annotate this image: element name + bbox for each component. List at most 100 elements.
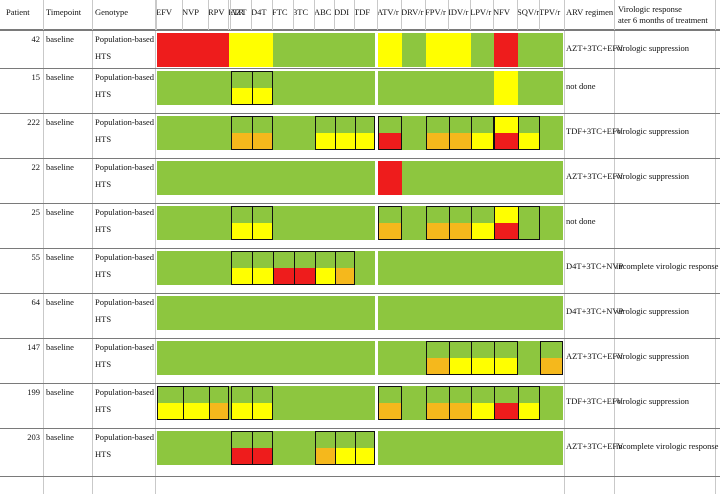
header-drug-abc: ABC <box>314 7 332 17</box>
resistance-cell-hts-idv-r <box>449 88 471 105</box>
resistance-cell-population-tdf <box>355 116 375 133</box>
arv-regimen: D4T+3TC+NVP <box>566 261 624 271</box>
resistance-cell-hts-lpv-r <box>471 133 494 150</box>
resistance-cell-population-fpv-r <box>426 431 449 448</box>
resistance-cell-population-nvp <box>183 431 209 448</box>
mutation-box-divider <box>251 71 253 105</box>
resistance-cell-hts-sqv-r <box>518 268 540 285</box>
virologic-response: virologic suppression <box>616 306 689 316</box>
resistance-cell-hts-lpv-r <box>471 223 494 240</box>
resistance-cell-population-lpv-r <box>471 296 494 313</box>
mutation-box-divider <box>448 206 450 240</box>
resistance-cell-hts-d4t <box>252 358 273 375</box>
resistance-cell-population-nvp <box>183 116 209 133</box>
class-gutter <box>375 296 378 330</box>
arv-regimen: AZT+3TC+EFV <box>566 43 624 53</box>
resistance-cell-population-ftc <box>273 386 294 403</box>
resistance-cell-population-efv <box>157 431 183 448</box>
mutation-box <box>378 206 402 240</box>
resistance-cell-population-tpv-r <box>540 431 563 448</box>
resistance-cell-population-efv <box>157 251 183 268</box>
resistance-cell-population-nfv <box>494 431 518 448</box>
resistance-cell-population-lpv-r <box>471 251 494 268</box>
resistance-cell-population-drv-r <box>402 251 426 268</box>
resistance-cell-hts-d4t <box>252 448 273 465</box>
resistance-cell-hts-lpv-r <box>471 268 494 285</box>
resistance-cell-population-rpv <box>209 341 229 358</box>
mutation-box-divider <box>334 431 336 465</box>
resistance-cell-hts-atv-r <box>378 178 402 195</box>
resistance-cell-hts-nfv <box>494 223 518 240</box>
header-drug-idv-r: IDV/r <box>448 7 469 17</box>
resistance-cell-azt <box>231 33 252 67</box>
resistance-cell-hts-3tc <box>294 178 315 195</box>
genotype-population: Population-based <box>95 162 155 172</box>
resistance-cell-population-rpv <box>209 386 229 403</box>
resistance-cell-hts-abc <box>315 133 335 150</box>
resistance-cell-hts-atv-r <box>378 448 402 465</box>
resistance-cell-hts-tpv-r <box>540 223 563 240</box>
mutation-box-divider <box>293 251 295 285</box>
resistance-cell-hts-rpv <box>209 448 229 465</box>
mutation-box-divider <box>272 251 274 285</box>
resistance-cell-hts-3tc <box>294 268 315 285</box>
resistance-cell-hts-3tc <box>294 223 315 240</box>
resistance-cell-population-drv-r <box>402 116 426 133</box>
grid-line-drug <box>493 0 494 30</box>
header-drug-azt: AZT <box>230 7 247 17</box>
resistance-cell-hts-d4t <box>252 88 273 105</box>
resistance-cell-population-d4t <box>252 386 273 403</box>
resistance-cell-hts-ddi <box>335 448 355 465</box>
resistance-cell-population-nfv <box>494 386 518 403</box>
resistance-cell-population-azt <box>231 116 252 133</box>
resistance-cell-hts-efv <box>157 448 183 465</box>
resistance-cell-population-azt <box>231 386 252 403</box>
genotype-hts: HTS <box>95 314 112 324</box>
resistance-cell-population-ftc <box>273 116 294 133</box>
resistance-cell-hts-ftc <box>273 403 294 420</box>
resistance-cell-population-rpv <box>209 206 229 223</box>
resistance-cell-hts-efv <box>157 178 183 195</box>
mutation-box-divider <box>517 116 519 150</box>
resistance-cell-hts-fpv-r <box>426 223 449 240</box>
resistance-cell-population-abc <box>315 116 335 133</box>
resistance-cell-population-abc <box>315 251 335 268</box>
resistance-cell-hts-azt <box>231 88 252 105</box>
mutation-box-divider <box>251 386 253 420</box>
resistance-cell-population-fpv-r <box>426 116 449 133</box>
resistance-cell-hts-ftc <box>273 448 294 465</box>
resistance-cell-hts-tpv-r <box>540 448 563 465</box>
genotype-hts: HTS <box>95 404 112 414</box>
row-divider <box>0 30 720 31</box>
resistance-cell-hts-ftc <box>273 358 294 375</box>
resistance-cell-population-idv-r <box>449 206 471 223</box>
resistance-cell-hts-fpv-r <box>426 448 449 465</box>
resistance-cell-hts-lpv-r <box>471 403 494 420</box>
resistance-cell-hts-azt <box>231 448 252 465</box>
resistance-cell-population-nvp <box>183 71 209 88</box>
resistance-cell-population-efv <box>157 161 183 178</box>
patient-id: 222 <box>27 117 40 127</box>
genotype-hts: HTS <box>95 269 112 279</box>
resistance-cell-hts-ddi <box>335 133 355 150</box>
resistance-cell-population-nvp <box>183 386 209 403</box>
resistance-cell-population-sqv-r <box>518 341 540 358</box>
grid-line-vertical <box>43 0 44 494</box>
resistance-cell-hts-rpv <box>209 313 229 330</box>
patient-id: 55 <box>31 252 41 262</box>
resistance-cell-hts-ddi <box>335 178 355 195</box>
resistance-cell-hts-drv-r <box>402 448 426 465</box>
mutation-box-divider <box>517 386 519 420</box>
resistance-cell-hts-abc <box>315 448 335 465</box>
resistance-cell-rpv <box>209 33 229 67</box>
grid-line-drug <box>228 0 229 30</box>
mutation-box-divider <box>334 116 336 150</box>
resistance-cell-population-nfv <box>494 71 518 88</box>
resistance-cell-population-idv-r <box>449 296 471 313</box>
grid-line-drug <box>293 0 294 30</box>
mutation-box-divider <box>493 341 495 375</box>
genotype-population: Population-based <box>95 432 155 442</box>
mutation-box-divider <box>182 386 184 420</box>
timepoint: baseline <box>46 297 74 307</box>
resistance-cell-population-d4t <box>252 341 273 358</box>
